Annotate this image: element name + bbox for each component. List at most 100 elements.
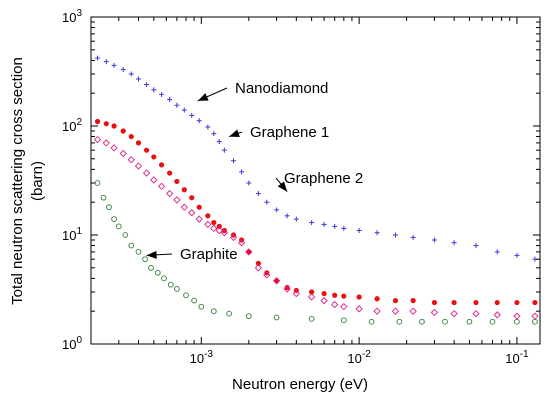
- data-point: [245, 313, 252, 320]
- data-point: [196, 204, 202, 210]
- data-point: [188, 209, 196, 217]
- data-point: [111, 123, 117, 129]
- data-point: [210, 308, 217, 315]
- data-point: [189, 195, 195, 201]
- data-point: [472, 309, 480, 318]
- data-point: [419, 318, 425, 325]
- data-point: [142, 169, 151, 177]
- x-tick-label: 10-1: [505, 349, 529, 366]
- y-axis-title-line1: Total neutron scattering cross section: [9, 57, 26, 305]
- data-point: [308, 316, 315, 322]
- data-point: [122, 232, 129, 238]
- data-point: [93, 135, 102, 144]
- y-tick-label: 101: [62, 226, 82, 243]
- data-point: [143, 147, 150, 153]
- data-point: [119, 149, 127, 158]
- data-point: [450, 309, 458, 318]
- plot-frame: [90, 16, 541, 345]
- annotation-arrow-head: [146, 250, 157, 259]
- data-point: [211, 219, 217, 226]
- annotation-label: Graphene 1: [250, 124, 329, 141]
- data-point: [340, 317, 347, 324]
- annotation-label: Nanodiamond: [235, 80, 328, 97]
- data-point: [356, 294, 362, 300]
- data-point: [215, 226, 223, 235]
- data-point: [451, 299, 457, 306]
- data-point: [102, 139, 110, 147]
- data-point: [128, 242, 135, 249]
- data-point: [273, 314, 280, 321]
- series-graphite: [94, 180, 538, 325]
- data-point: [239, 169, 245, 175]
- data-point: [106, 204, 112, 211]
- data-point: [204, 220, 212, 229]
- data-point: [180, 203, 188, 211]
- data-point: [103, 59, 109, 65]
- data-point: [144, 82, 150, 88]
- data-point: [514, 252, 520, 258]
- data-point: [373, 307, 381, 315]
- data-point: [181, 187, 187, 193]
- data-point: [309, 220, 315, 226]
- data-point: [135, 140, 142, 146]
- data-point: [134, 162, 143, 170]
- series-graphene-2: [93, 135, 539, 320]
- annotations: Nanodiamond Graphene 1 Graphene 2 Graphite: [180, 80, 363, 263]
- data-point: [189, 112, 195, 118]
- data-point: [274, 207, 280, 213]
- annotation-arrow-head: [229, 129, 240, 137]
- data-point: [198, 303, 205, 310]
- data-point: [494, 299, 500, 306]
- data-point: [451, 240, 457, 246]
- data-point: [195, 215, 203, 223]
- data-point: [181, 107, 187, 113]
- data-point: [356, 227, 362, 233]
- data-point: [431, 299, 438, 306]
- data-point: [466, 318, 473, 325]
- data-point: [309, 289, 315, 295]
- data-point: [173, 196, 181, 204]
- y-tick-label: 100: [62, 335, 82, 352]
- data-point: [127, 156, 135, 164]
- data-point: [340, 303, 348, 311]
- data-point: [514, 299, 520, 306]
- data-point: [94, 180, 101, 186]
- data-point: [159, 91, 165, 97]
- data-marks: [93, 55, 539, 325]
- data-point: [158, 162, 165, 168]
- data-point: [494, 249, 500, 255]
- data-point: [151, 87, 157, 93]
- data-point: [221, 147, 227, 153]
- annotation-label: Graphite: [180, 246, 238, 263]
- data-point: [216, 223, 222, 229]
- data-point: [128, 133, 134, 140]
- data-point: [410, 298, 416, 304]
- data-point: [211, 131, 217, 137]
- data-point: [493, 311, 501, 319]
- data-point: [148, 264, 154, 271]
- x-axis-ticks: 10-3 10-2 10-1: [90, 17, 529, 366]
- data-point: [196, 118, 202, 124]
- data-point: [284, 213, 290, 219]
- data-point: [210, 224, 218, 233]
- data-point: [255, 260, 261, 266]
- data-point: [103, 121, 109, 127]
- data-point: [120, 66, 126, 72]
- data-point: [264, 270, 270, 276]
- data-point: [191, 297, 197, 304]
- data-point: [166, 189, 174, 198]
- data-point: [341, 293, 347, 299]
- data-point: [255, 191, 261, 197]
- data-point: [284, 284, 290, 291]
- data-point: [95, 55, 101, 61]
- data-point: [396, 318, 403, 325]
- data-point: [94, 118, 101, 125]
- annotation-arrow-head: [197, 93, 209, 101]
- data-point: [246, 180, 252, 186]
- data-point: [111, 216, 117, 222]
- data-point: [532, 318, 538, 325]
- data-point: [489, 318, 496, 325]
- data-point: [110, 144, 118, 152]
- data-point: [272, 277, 281, 285]
